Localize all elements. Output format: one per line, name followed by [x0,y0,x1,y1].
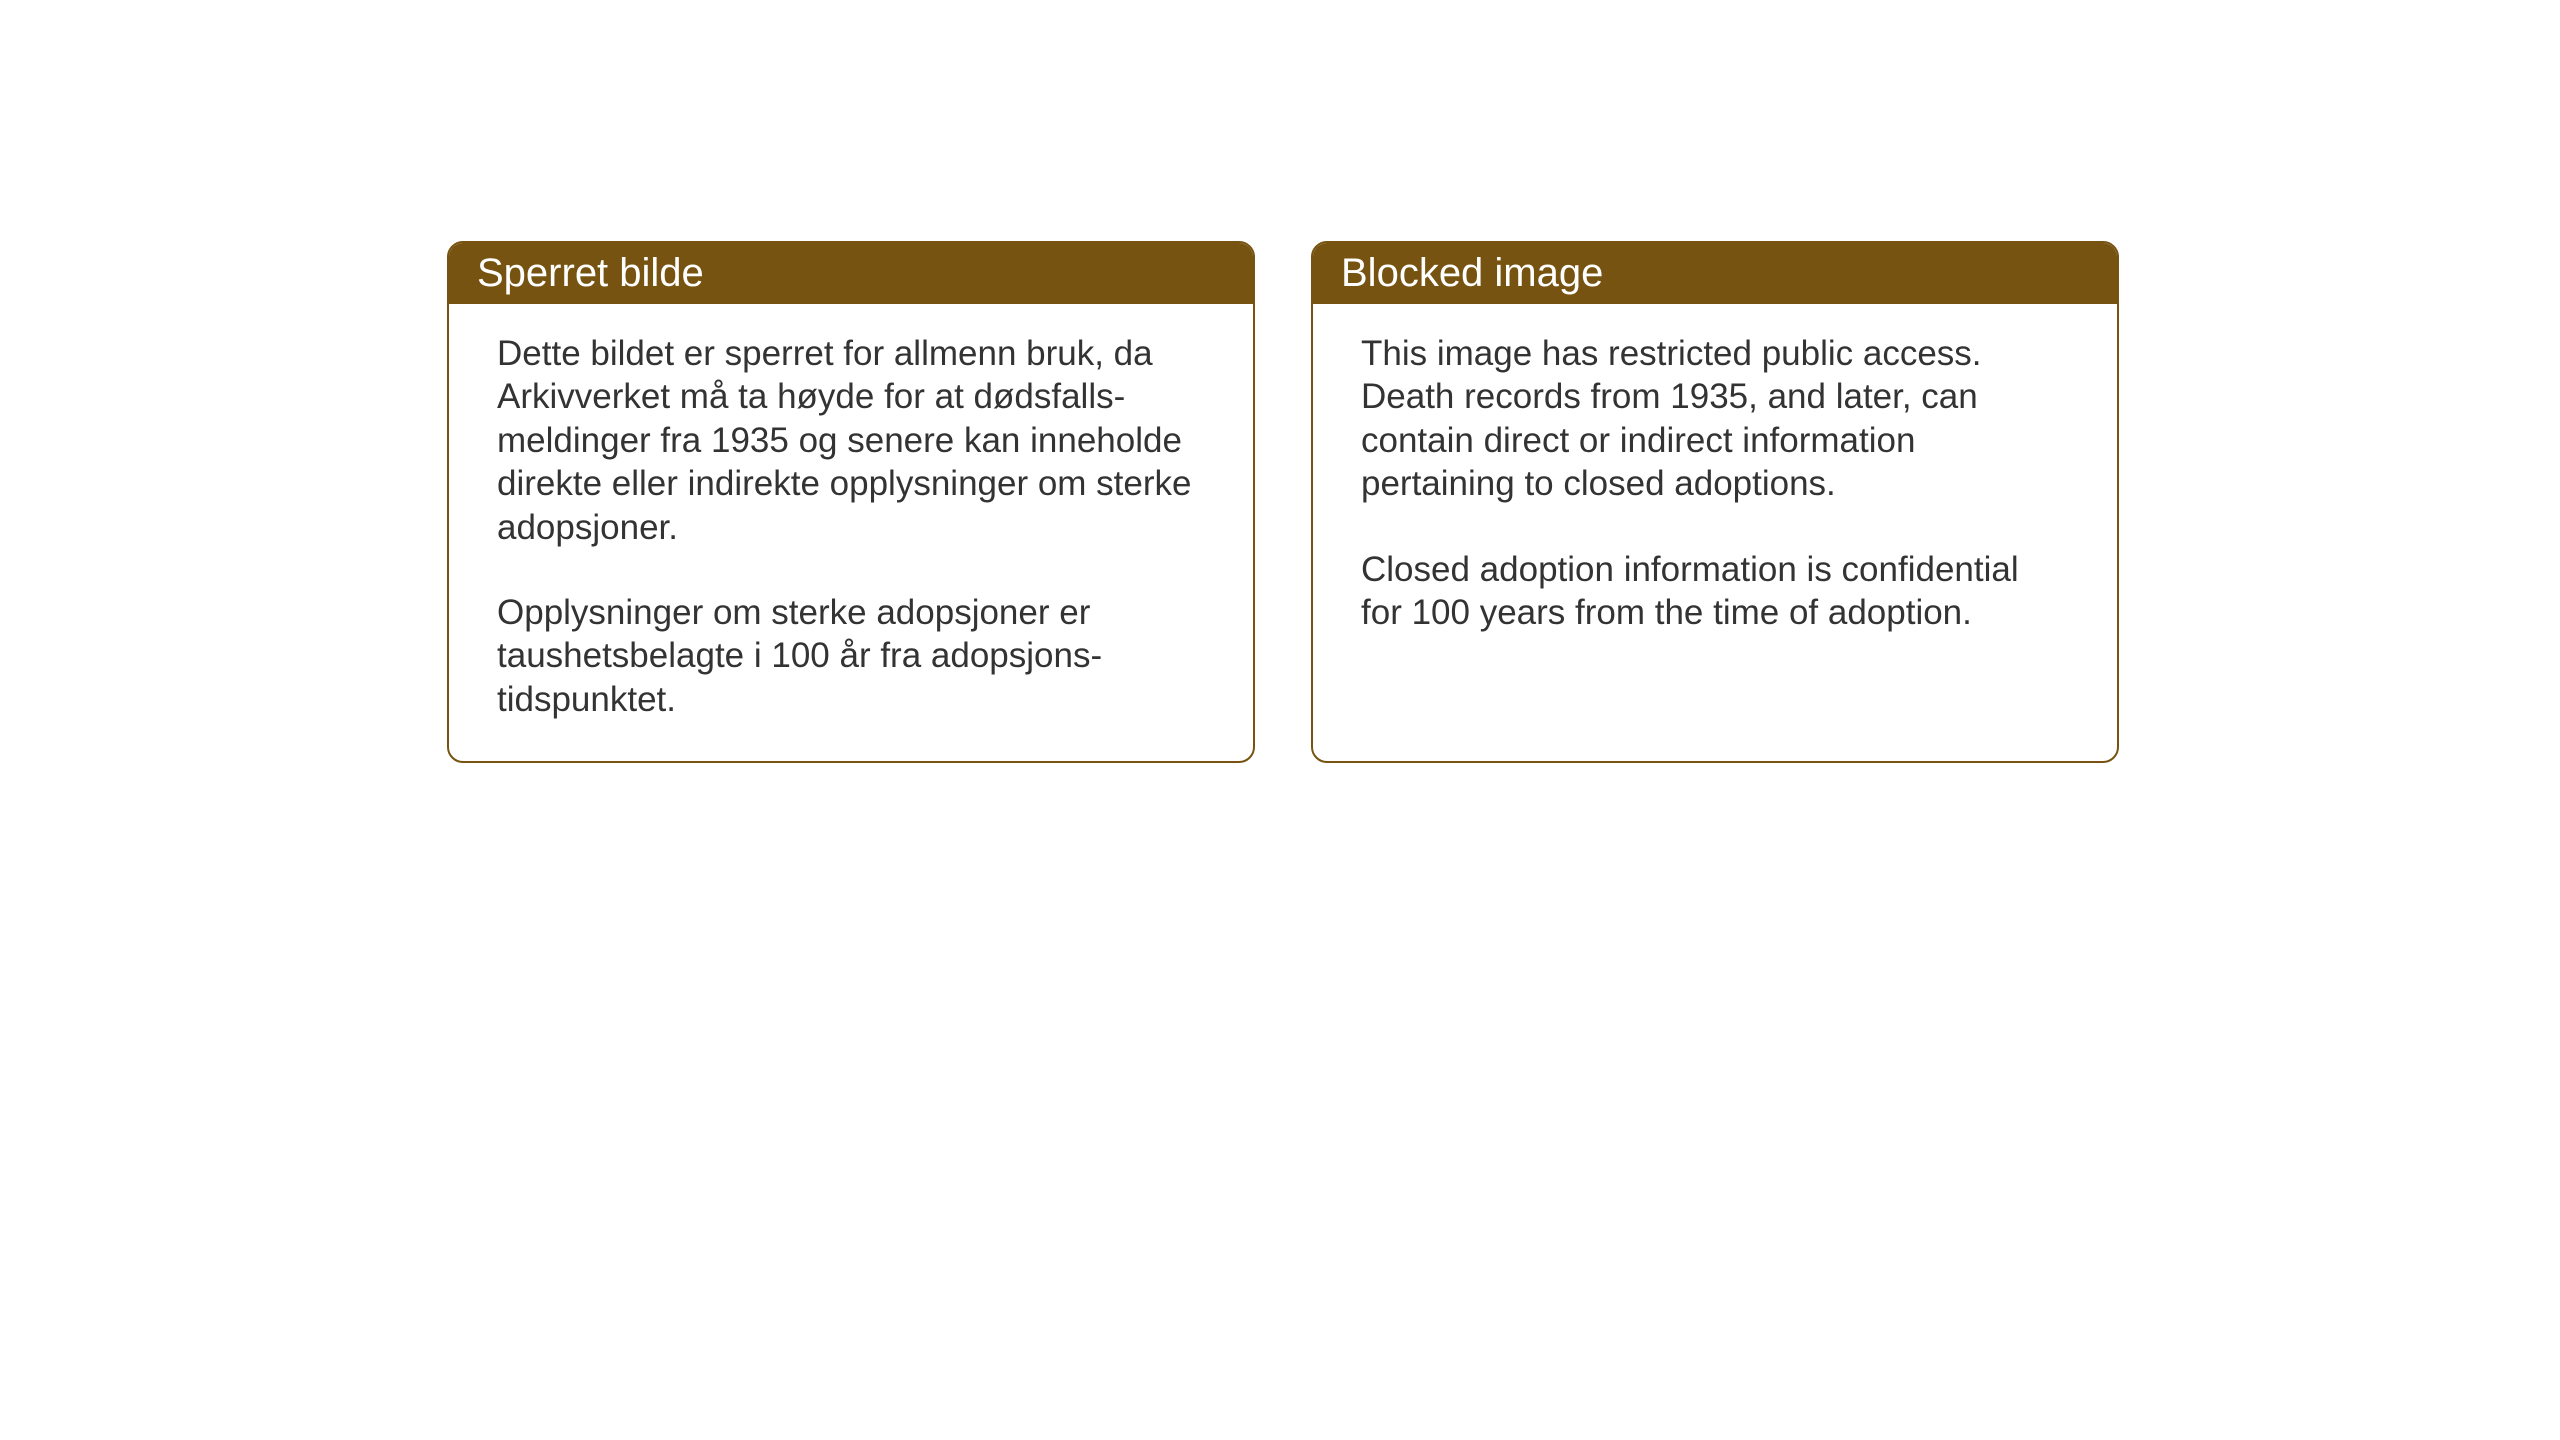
card-body-norwegian: Dette bildet er sperret for allmenn bruk… [449,304,1253,761]
card-title-english: Blocked image [1313,243,2117,304]
card-title-norwegian: Sperret bilde [449,243,1253,304]
english-notice-card: Blocked image This image has restricted … [1311,241,2119,763]
card-body-english: This image has restricted public access.… [1313,304,2117,724]
card-paragraph: Dette bildet er sperret for allmenn bruk… [497,332,1205,549]
norwegian-notice-card: Sperret bilde Dette bildet er sperret fo… [447,241,1255,763]
card-paragraph: Closed adoption information is confident… [1361,548,2069,635]
card-paragraph: This image has restricted public access.… [1361,332,2069,506]
card-paragraph: Opplysninger om sterke adopsjoner er tau… [497,591,1205,721]
notice-cards-container: Sperret bilde Dette bildet er sperret fo… [447,241,2119,763]
